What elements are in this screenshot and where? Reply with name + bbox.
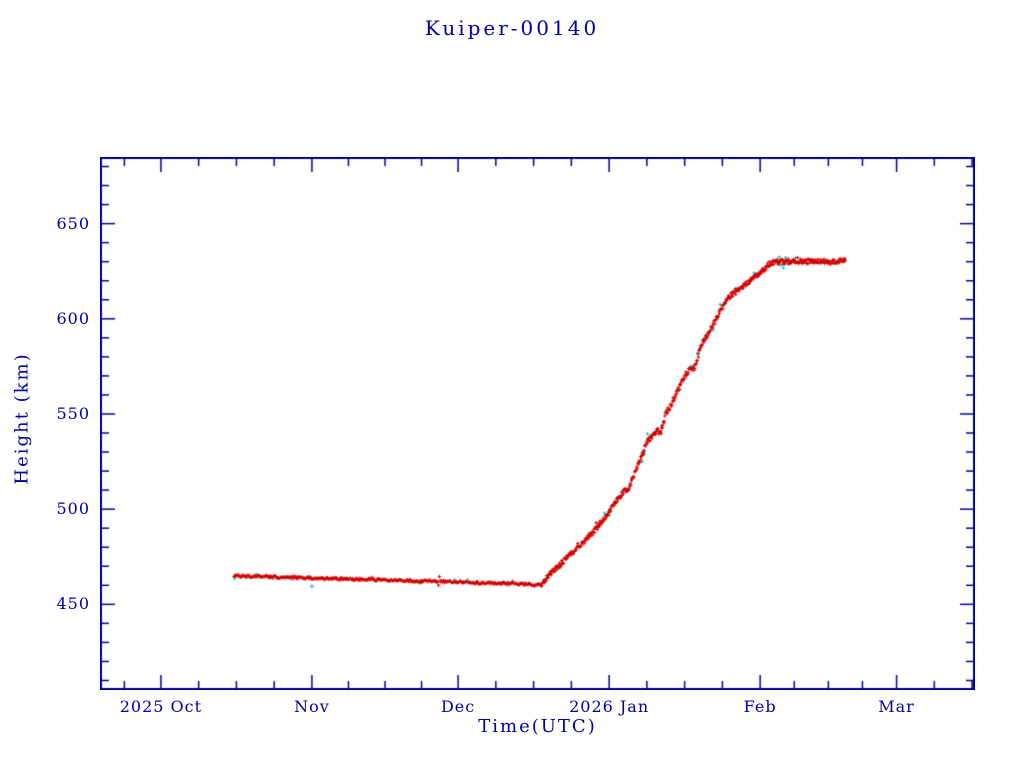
y-axis-title: Height (km) bbox=[11, 352, 33, 485]
x-tick-label: 2025 Oct bbox=[119, 697, 203, 716]
x-tick-label: 2026 Jan bbox=[569, 697, 650, 716]
chart-title: Kuiper-00140 bbox=[424, 16, 600, 40]
x-tick-label: Dec bbox=[440, 697, 476, 716]
y-tick-label: 450 bbox=[56, 594, 90, 614]
x-tick-label: Feb bbox=[743, 697, 777, 716]
plot-canvas bbox=[100, 157, 975, 690]
plot-frame bbox=[100, 157, 975, 690]
x-axis-title: Time(UTC) bbox=[478, 716, 597, 737]
x-tick-label: Nov bbox=[294, 697, 330, 716]
x-tick-label: Mar bbox=[878, 697, 915, 716]
y-tick-label: 650 bbox=[56, 213, 90, 233]
